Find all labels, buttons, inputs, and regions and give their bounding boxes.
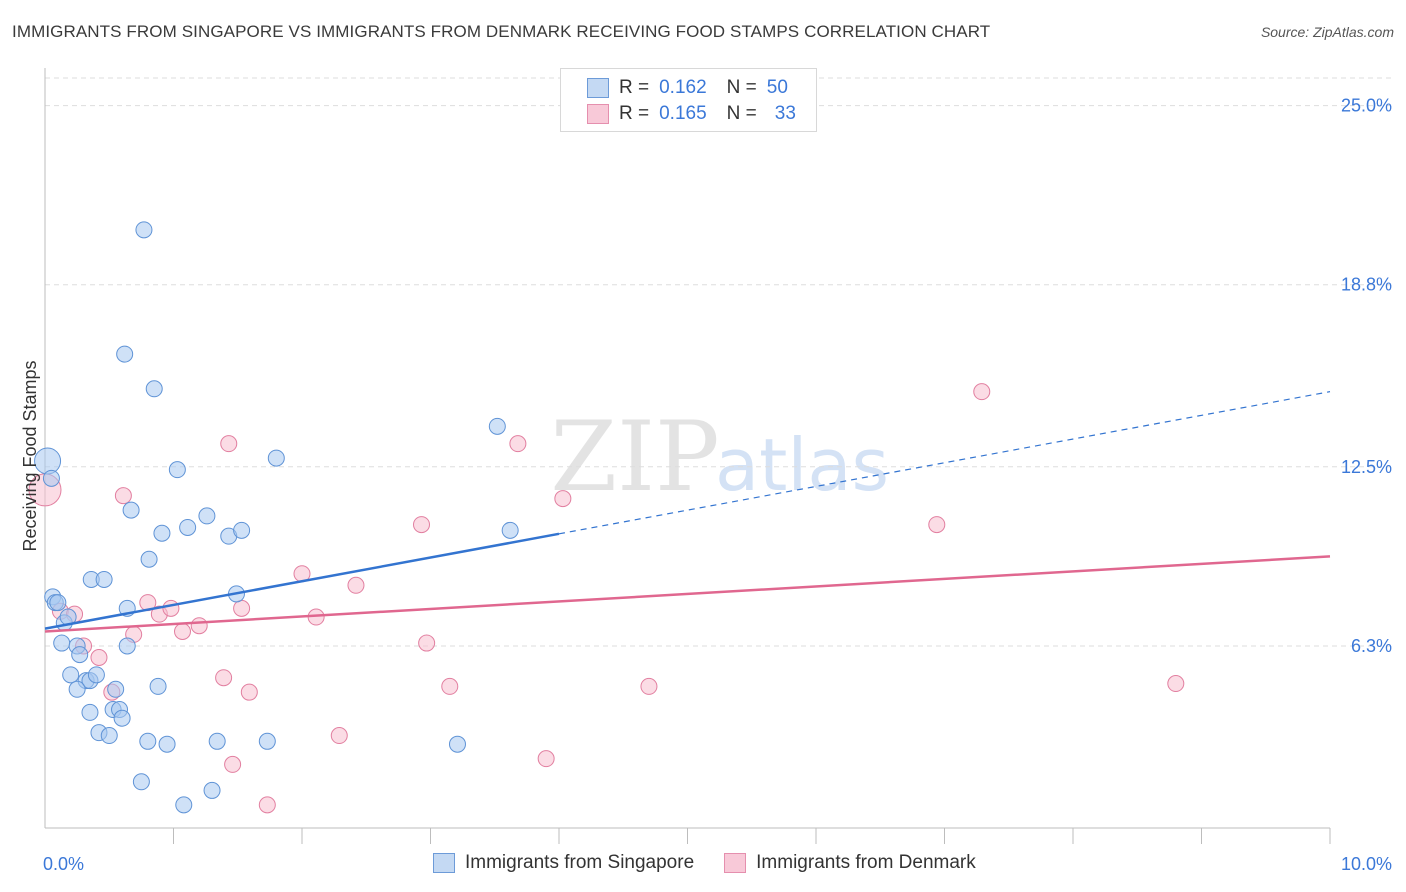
singapore-point — [501, 521, 519, 539]
r-label: R = — [619, 103, 650, 124]
singapore-point — [208, 732, 226, 750]
y-axis-label: Receiving Food Stamps — [20, 360, 40, 551]
singapore-point — [81, 703, 99, 721]
denmark-trend-line — [44, 555, 1331, 633]
r-label: R = — [619, 77, 650, 98]
denmark-point — [220, 435, 238, 453]
singapore-point — [448, 735, 466, 753]
watermark-atlas: atlas — [715, 423, 889, 507]
denmark-point — [258, 796, 276, 814]
singapore-point — [107, 680, 125, 698]
singapore-point — [198, 507, 216, 525]
singapore-swatch — [433, 853, 455, 873]
denmark-point — [973, 383, 991, 401]
legend-row-singapore: R = 0.162 N = 50 — [587, 76, 788, 100]
singapore-point — [100, 727, 118, 745]
chart-title: IMMIGRANTS FROM SINGAPORE VS IMMIGRANTS … — [12, 22, 991, 41]
n-value: 50 — [766, 77, 788, 98]
singapore-point — [158, 735, 176, 753]
grid-lines — [45, 77, 1392, 647]
singapore-point — [149, 677, 167, 695]
denmark-swatch — [724, 853, 747, 873]
denmark-point — [537, 750, 555, 768]
n-label: N = — [726, 103, 757, 124]
singapore-trend-extension — [558, 391, 1331, 535]
singapore-point — [179, 518, 197, 536]
singapore-trend-line — [44, 532, 560, 630]
denmark-point — [554, 490, 572, 508]
singapore-point — [203, 781, 221, 799]
singapore-point — [116, 345, 134, 363]
singapore-point — [42, 469, 60, 487]
y-tick-label: 6.3% — [1351, 636, 1392, 656]
legend-label-singapore: Immigrants from Singapore — [465, 852, 695, 873]
r-value: 0.165 — [659, 103, 707, 124]
singapore-point — [122, 501, 140, 519]
denmark-point — [347, 576, 365, 594]
singapore-point — [53, 634, 71, 652]
denmark-point — [418, 634, 436, 652]
denmark-point — [90, 649, 108, 667]
legend-label-denmark: Immigrants from Denmark — [756, 852, 976, 873]
legend-item-denmark: Immigrants from Denmark — [724, 852, 976, 874]
singapore-point — [95, 570, 113, 588]
correlation-legend: R = 0.162 N = 50 R = 0.165 N = 33 — [560, 68, 817, 132]
singapore-point — [49, 594, 67, 612]
legend-row-denmark: R = 0.165 N = 33 — [587, 102, 796, 126]
denmark-point — [441, 677, 459, 695]
singapore-point — [168, 461, 186, 479]
singapore-point — [233, 521, 251, 539]
denmark-point — [162, 599, 180, 617]
denmark-point — [224, 755, 242, 773]
singapore-point — [113, 709, 131, 727]
denmark-swatch — [587, 104, 609, 124]
denmark-point — [640, 677, 658, 695]
singapore-point — [135, 221, 153, 239]
y-tick-label: 25.0% — [1341, 96, 1392, 116]
series-legend: Immigrants from Singapore Immigrants fro… — [433, 852, 1006, 874]
singapore-point — [488, 417, 506, 435]
singapore-point — [258, 732, 276, 750]
watermark-zip: ZIP — [550, 401, 719, 513]
singapore-point — [153, 524, 171, 542]
denmark-point — [114, 487, 132, 505]
denmark-point — [215, 669, 233, 687]
singapore-point — [140, 550, 158, 568]
singapore-points — [34, 221, 519, 814]
singapore-point — [139, 732, 157, 750]
y-tick-label: 12.5% — [1341, 457, 1392, 477]
singapore-point — [62, 666, 80, 684]
denmark-point — [173, 622, 191, 640]
singapore-point — [175, 796, 193, 814]
singapore-point — [71, 646, 89, 664]
denmark-point — [1167, 675, 1185, 693]
legend-item-singapore: Immigrants from Singapore — [433, 852, 694, 874]
denmark-point — [240, 683, 258, 701]
singapore-point — [118, 637, 136, 655]
singapore-point — [132, 773, 150, 791]
singapore-swatch — [587, 78, 609, 98]
axis-labels: 6.3% 12.5% 18.8% 25.0% 0.0% 10.0% Receiving Fo… — [20, 96, 1392, 874]
denmark-point — [509, 435, 527, 453]
denmark-point — [928, 516, 946, 534]
x-tick-label: 0.0% — [43, 854, 84, 874]
denmark-point — [413, 516, 431, 534]
trend-lines — [44, 391, 1331, 633]
denmark-point — [330, 727, 348, 745]
n-label: N = — [726, 77, 757, 98]
y-tick-label: 18.8% — [1341, 275, 1392, 295]
x-tick-label: 10.0% — [1341, 854, 1392, 874]
denmark-point — [233, 599, 251, 617]
singapore-point — [267, 449, 285, 467]
singapore-point — [145, 380, 163, 398]
singapore-point — [68, 680, 86, 698]
n-value: 33 — [774, 103, 796, 124]
watermark: ZIP atlas — [550, 401, 889, 513]
singapore-point — [87, 666, 105, 684]
r-value: 0.162 — [659, 77, 707, 98]
source-label: Source: ZipAtlas.com — [1260, 24, 1394, 40]
denmark-point — [190, 617, 208, 635]
